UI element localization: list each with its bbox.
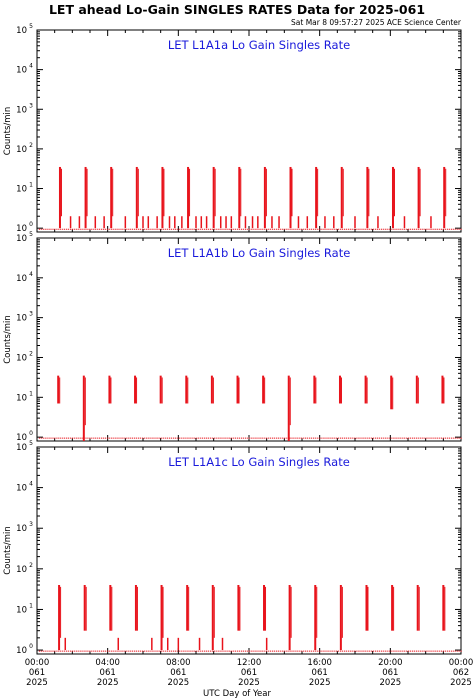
x-tick-doy: 061: [382, 668, 398, 678]
timestamp: Sat Mar 8 09:57:27 2025 ACE Science Cent…: [291, 18, 462, 27]
y-axis-label: Counts/min: [3, 526, 13, 575]
plot-frame: [36, 29, 462, 233]
y-tick-exponent: 0: [29, 643, 33, 650]
y-axis-label: Counts/min: [3, 315, 13, 364]
y-tick-label: 10: [16, 145, 27, 155]
x-tick-doy: 061: [241, 668, 257, 678]
x-tick-doy: 061: [312, 668, 328, 678]
y-tick-exponent: 3: [29, 521, 33, 528]
y-tick-label: 10: [16, 234, 27, 244]
y-axis-label: Counts/min: [3, 107, 13, 156]
x-tick-time: 08:00: [166, 658, 191, 668]
y-tick-label: 10: [16, 26, 27, 36]
y-tick-exponent: 5: [29, 440, 33, 447]
y-tick-label: 10: [16, 433, 27, 443]
y-tick-label: 10: [16, 274, 27, 284]
x-tick-time: 00:00: [449, 658, 474, 668]
y-tick-exponent: 3: [29, 102, 33, 109]
y-tick-label: 10: [16, 646, 27, 656]
y-tick-exponent: 3: [29, 311, 33, 318]
x-tick-year: 2025: [380, 678, 402, 688]
y-tick-exponent: 1: [29, 390, 33, 397]
x-tick-year: 2025: [450, 678, 472, 688]
panel-title: LET L1A1b Lo Gain Singles Rate: [168, 246, 351, 260]
x-tick-year: 2025: [97, 678, 119, 688]
x-tick-year: 2025: [238, 678, 260, 688]
x-tick-time: 20:00: [378, 658, 403, 668]
y-tick-label: 10: [16, 605, 27, 615]
panel-title: LET L1A1c Lo Gain Singles Rate: [168, 455, 350, 469]
y-tick-exponent: 0: [29, 430, 33, 437]
y-tick-label: 10: [16, 353, 27, 363]
y-tick-label: 10: [16, 66, 27, 76]
x-tick-doy: 062: [453, 668, 469, 678]
x-tick-doy: 061: [100, 668, 116, 678]
y-tick-exponent: 2: [29, 562, 33, 569]
y-tick-label: 10: [16, 105, 27, 115]
x-tick-time: 04:00: [95, 658, 120, 668]
y-tick-exponent: 1: [29, 182, 33, 189]
x-tick-time: 16:00: [307, 658, 332, 668]
chart-title: LET ahead Lo-Gain SINGLES RATES Data for…: [49, 2, 425, 17]
y-tick-exponent: 1: [29, 602, 33, 609]
y-tick-label: 10: [16, 443, 27, 453]
y-tick-label: 10: [16, 565, 27, 575]
y-tick-exponent: 5: [29, 231, 33, 238]
y-tick-exponent: 4: [29, 63, 33, 70]
y-tick-label: 10: [16, 314, 27, 324]
x-tick-year: 2025: [168, 678, 190, 688]
y-tick-label: 10: [16, 185, 27, 195]
plot-frame: [36, 446, 462, 655]
x-axis-label: UTC Day of Year: [203, 689, 271, 699]
x-tick-year: 2025: [309, 678, 331, 688]
x-tick-time: 12:00: [237, 658, 262, 668]
y-tick-exponent: 4: [29, 271, 33, 278]
y-tick-exponent: 5: [29, 23, 33, 30]
y-tick-label: 10: [16, 524, 27, 534]
x-tick-time: 00:00: [25, 658, 50, 668]
y-tick-label: 10: [16, 224, 27, 234]
x-tick-doy: 061: [29, 668, 45, 678]
y-tick-exponent: 4: [29, 481, 33, 488]
y-tick-exponent: 0: [29, 221, 33, 228]
panel-title: LET L1A1a Lo Gain Singles Rate: [168, 38, 350, 52]
x-tick-doy: 061: [170, 668, 186, 678]
y-tick-label: 10: [16, 484, 27, 494]
plot-frame: [36, 237, 462, 442]
y-tick-exponent: 2: [29, 142, 33, 149]
y-tick-exponent: 2: [29, 350, 33, 357]
y-tick-label: 10: [16, 393, 27, 403]
x-tick-year: 2025: [26, 678, 48, 688]
